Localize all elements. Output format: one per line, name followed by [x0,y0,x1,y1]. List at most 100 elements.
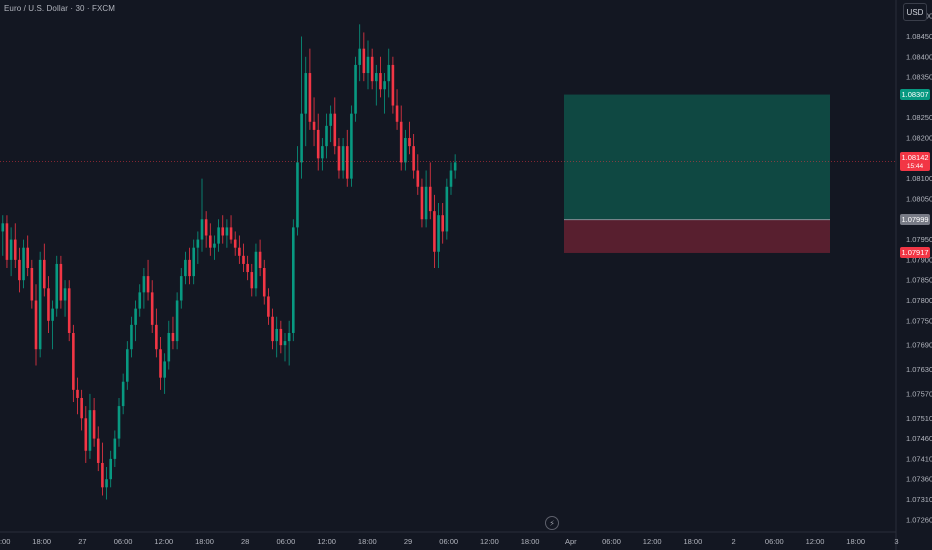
candle [130,316,133,358]
candle [209,223,212,256]
last-price-value: 1.08142 [901,152,929,162]
candle [238,235,241,264]
x-tick-label: 12:00 [806,537,825,546]
candle-body [453,162,457,171]
candle-body [146,276,150,293]
candle [428,162,432,220]
candle [51,300,54,350]
candle [308,48,312,130]
candle [43,243,46,297]
candle-body [117,406,121,439]
candle [453,154,457,179]
candle [441,203,444,244]
y-tick-label: 1.08050 [906,194,932,203]
candle-body [9,239,13,260]
candle-body [213,243,216,248]
candle-body [325,125,328,147]
candle [101,442,104,496]
candle-body [354,64,357,114]
candle-body [84,418,88,451]
candle-body [88,410,92,451]
candle-body [179,276,183,301]
position-loss-zone[interactable] [564,219,830,253]
candle [167,320,171,370]
candle-body [341,146,345,171]
candle [329,105,332,143]
candle-body [67,288,71,333]
candle-body [428,186,432,212]
y-tick-label: 1.07410 [906,454,932,463]
candle-body [395,105,399,122]
candle-body [134,308,137,325]
candle-body [350,113,353,179]
candle-body [138,292,142,309]
currency-button[interactable]: USD [903,3,927,21]
candle-body [391,64,395,106]
candle [267,288,270,325]
candle [155,308,158,358]
x-tick-label: 2 [732,537,736,546]
candle [312,97,316,147]
candle [34,284,38,366]
candle [47,276,50,333]
candle-body [292,227,295,333]
x-tick-label: 06:00 [114,537,133,546]
candle-body [18,259,21,281]
candle [146,259,150,301]
candle-body [225,227,229,236]
candle-body [30,268,34,301]
candle-body [304,73,308,114]
y-tick-label: 1.07750 [906,316,932,325]
candle [433,194,436,268]
candle-body [242,255,245,264]
last-price-tag: 1.08142 15:44 [900,151,930,171]
candle-body [155,324,158,350]
candle [345,129,349,187]
candle [242,243,245,273]
candle [375,64,378,106]
candle-body [449,170,453,187]
candle-body [383,81,386,90]
y-tick-label: 1.08100 [906,174,932,183]
candle-body [96,438,100,463]
candle [362,32,366,82]
candle [96,426,100,472]
candle [233,231,237,256]
candle [379,56,382,98]
candle-body [175,300,179,342]
candle-body [221,227,225,236]
candle [163,353,166,394]
candle [370,48,374,90]
candle [354,56,357,122]
candle [437,203,440,268]
x-tick-label: 29 [404,537,412,546]
candle-body [163,361,166,378]
candle [395,89,399,130]
candle [279,320,283,354]
lightning-icon[interactable]: ⚡ [545,516,559,530]
x-tick-label: 18:00 [846,537,865,546]
x-tick-label: 12:00 [643,537,662,546]
y-tick-label: 1.07310 [906,495,932,504]
candle-body [43,259,46,289]
candle-body [76,389,79,398]
candle [5,215,9,268]
candle [387,48,391,98]
candle [275,316,278,358]
x-tick-label: 06:00 [602,537,621,546]
candle-body [258,251,262,268]
candle [412,133,415,179]
y-tick-label: 1.08450 [906,32,932,41]
candle [341,138,345,179]
position-profit-zone[interactable] [564,94,830,220]
candle [262,259,266,305]
candle [200,178,204,252]
candle [246,255,249,281]
x-tick-label: 18:00 [684,537,703,546]
candle-body [184,259,187,277]
x-tick-label: 12:00 [317,537,336,546]
x-tick-label: 28 [241,537,249,546]
time-axis[interactable]: 12:00 18:00 27 06:00 12:00 18:00 28 06:00 12:00 1… [0,537,898,546]
candle [316,113,320,171]
